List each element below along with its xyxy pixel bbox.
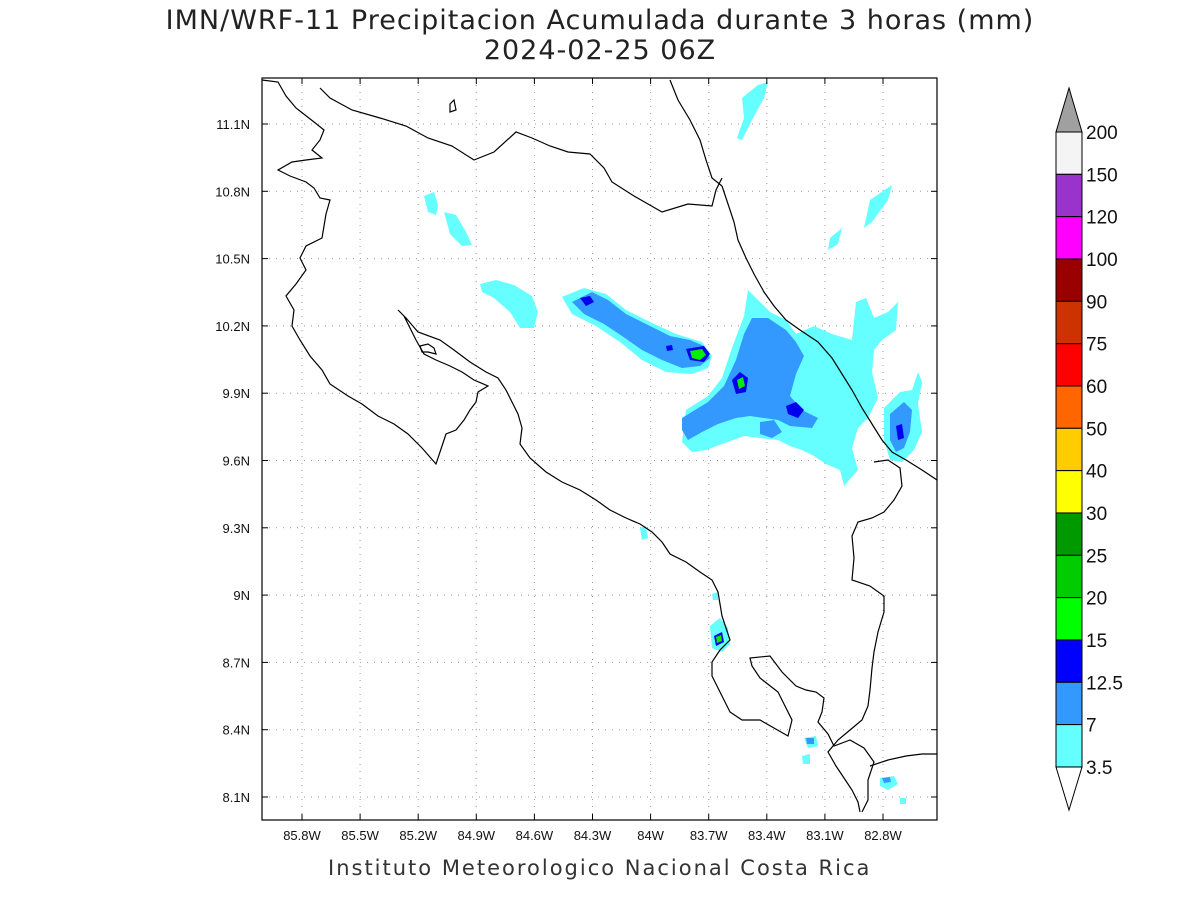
colorbar-label: 20 — [1086, 589, 1107, 610]
lat-tick-label: 10.8N — [215, 184, 250, 199]
lat-tick-label: 8.4N — [223, 723, 250, 738]
colorbar-swatch — [1055, 258, 1083, 302]
precip-area — [786, 402, 804, 418]
latitude-axis: 11.1N 10.8N 10.5N 10.2N 9.9N 9.6N 9.3N 9N 8.7N 8.… — [215, 117, 937, 805]
footer-credit: Instituto Meteorologico Nacional Costa R… — [328, 856, 872, 880]
lat-tick-label: 11.1N — [216, 117, 250, 132]
colorbar-label: 75 — [1086, 335, 1107, 356]
lon-tick-label: 84W — [637, 828, 664, 843]
precip-area — [716, 635, 722, 643]
precip-area — [760, 420, 782, 438]
longitude-axis: 85.8W 85.5W 85.2W 84.9W 84.6W 84.3W 84W 83.7W 83… — [283, 78, 903, 843]
precip-area — [737, 82, 768, 140]
colorbar-swatch — [1055, 216, 1083, 260]
colorbar-label: 60 — [1086, 377, 1107, 398]
map-title: IMN/WRF-11 Precipitacion Acumulada duran… — [165, 5, 1035, 36]
coastlines — [262, 79, 937, 813]
lon-tick-label: 84.9W — [458, 828, 496, 843]
precip-area — [864, 185, 892, 228]
colorbar-swatch — [1055, 724, 1083, 768]
colorbar-label: 40 — [1086, 462, 1107, 483]
precip-area — [424, 192, 438, 215]
lon-tick-label: 85.2W — [399, 828, 437, 843]
lon-tick-label: 84.6W — [516, 828, 554, 843]
precip-area — [572, 292, 710, 368]
map-frame — [261, 77, 938, 821]
colorbar-label: 12.5 — [1086, 673, 1123, 694]
colorbar-label: 200 — [1086, 123, 1118, 144]
colorbar-swatch — [1055, 639, 1083, 683]
precip-area — [900, 798, 906, 804]
precip-area — [828, 228, 842, 250]
lat-tick-label: 9.6N — [223, 454, 250, 469]
lat-tick-label: 9N — [233, 588, 250, 603]
colorbar-swatch — [1055, 173, 1083, 218]
colorbar-label: 7 — [1086, 716, 1097, 737]
lat-tick-label: 8.1N — [223, 790, 250, 805]
lat-tick-label: 9.3N — [223, 521, 250, 536]
peninsula-north — [669, 79, 723, 187]
lon-tick-label: 85.5W — [341, 828, 379, 843]
pacific-coast-north — [262, 79, 875, 813]
colorbar-swatch — [1055, 470, 1083, 514]
precip-area — [666, 345, 673, 351]
precip-area — [690, 349, 706, 360]
precip-7mm-areas — [572, 292, 912, 783]
lon-tick-label: 83.1W — [806, 828, 844, 843]
lat-tick-label: 10.2N — [215, 319, 250, 334]
precip-area — [712, 592, 718, 600]
caribbean-coast — [721, 185, 937, 481]
colorbar-swatch — [1055, 385, 1083, 429]
lat-tick-label: 8.7N — [223, 655, 250, 670]
colorbar-label: 50 — [1086, 419, 1107, 440]
lat-tick-label: 10.5N — [215, 252, 250, 267]
colorbar-label: 25 — [1086, 546, 1107, 567]
colorbar-top-arrow — [1055, 86, 1083, 133]
costa-rica-panama-border — [827, 459, 903, 813]
colorbar-label: 90 — [1086, 292, 1107, 313]
precip-area — [737, 377, 745, 389]
colorbar-swatch — [1055, 554, 1083, 599]
colorbar-label: 150 — [1086, 165, 1118, 186]
precip-area — [806, 738, 814, 744]
colorbar-bottom-arrow — [1055, 766, 1083, 812]
lon-tick-label: 85.8W — [283, 828, 321, 843]
lon-tick-label: 84.3W — [574, 828, 612, 843]
nicaragua-costa-rica-border — [319, 87, 723, 213]
colorbar-swatch — [1055, 131, 1083, 175]
precip-area — [802, 754, 810, 764]
precip-area — [882, 777, 891, 783]
colorbar-label: 120 — [1086, 208, 1118, 229]
colorbar-label: 15 — [1086, 631, 1107, 652]
lat-tick-label: 9.9N — [223, 386, 250, 401]
panama-coast — [869, 753, 937, 767]
precip-15mm-areas — [690, 349, 745, 643]
colorbar-swatch — [1055, 343, 1083, 387]
map-datetime: 2024-02-25 06Z — [483, 35, 717, 66]
colorbar-swatch — [1055, 681, 1083, 726]
colorbar-swatch — [1055, 597, 1083, 641]
precip-area — [682, 318, 818, 440]
colorbar-label: 3.5 — [1086, 758, 1112, 779]
small-island — [449, 98, 457, 113]
colorbar-swatch — [1055, 300, 1083, 345]
precip-area — [896, 424, 904, 440]
precip-area — [580, 296, 594, 306]
precip-area — [480, 280, 538, 328]
precip-area — [444, 212, 472, 246]
colorbar-label: 30 — [1086, 504, 1107, 525]
colorbar-swatch — [1055, 512, 1083, 556]
colorbar-swatch — [1055, 427, 1083, 472]
lon-tick-label: 82.8W — [864, 828, 902, 843]
lon-tick-label: 83.4W — [748, 828, 786, 843]
colorbar-label: 100 — [1086, 250, 1118, 271]
precip-area — [640, 526, 648, 540]
pacific-island — [419, 343, 437, 355]
lon-tick-label: 83.7W — [690, 828, 728, 843]
